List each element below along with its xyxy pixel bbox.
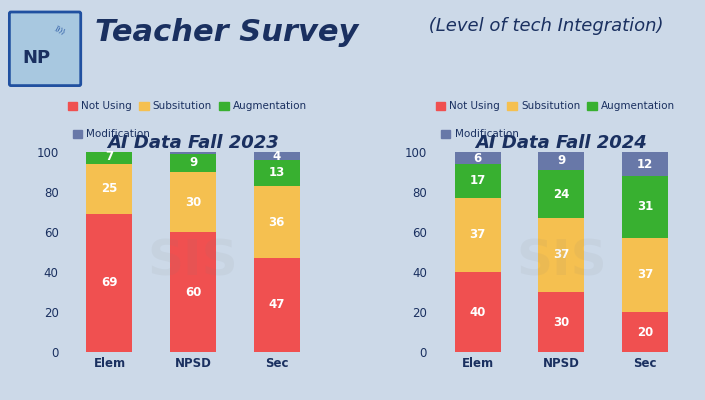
Text: 7: 7 (105, 150, 114, 164)
Title: AI Data Fall 2023: AI Data Fall 2023 (107, 134, 279, 152)
Text: 20: 20 (637, 326, 653, 338)
Text: SIS: SIS (148, 238, 238, 286)
Bar (170, 232, 216, 352)
Bar (622, 176, 668, 238)
Text: 13: 13 (269, 166, 285, 180)
FancyBboxPatch shape (9, 12, 80, 86)
Bar (622, 238, 668, 312)
Bar (254, 152, 300, 160)
Bar (538, 170, 584, 218)
Text: 12: 12 (637, 158, 653, 170)
Text: 4: 4 (273, 150, 281, 162)
Bar (170, 154, 216, 172)
Text: 47: 47 (269, 298, 285, 312)
Text: 36: 36 (269, 216, 285, 228)
Bar (455, 164, 501, 198)
Legend: Modification: Modification (68, 125, 154, 144)
Bar (455, 198, 501, 272)
Bar (170, 152, 216, 154)
Bar (87, 214, 133, 352)
Text: Teacher Survey: Teacher Survey (95, 18, 359, 47)
Text: NP: NP (23, 49, 51, 67)
Text: 9: 9 (189, 156, 197, 170)
Text: 24: 24 (553, 188, 570, 200)
Bar (538, 152, 584, 170)
Text: 37: 37 (470, 228, 486, 242)
Bar (538, 218, 584, 292)
Title: AI Data Fall 2024: AI Data Fall 2024 (475, 134, 647, 152)
Bar (622, 152, 668, 176)
Bar (254, 186, 300, 258)
Text: 37: 37 (637, 268, 653, 282)
Bar (87, 164, 133, 214)
Text: 25: 25 (102, 182, 118, 196)
Text: (Level of tech Integration): (Level of tech Integration) (423, 17, 663, 35)
Bar (538, 292, 584, 352)
Text: 30: 30 (553, 316, 570, 328)
Text: 9: 9 (557, 154, 565, 168)
Bar (170, 172, 216, 232)
Text: 30: 30 (185, 196, 201, 208)
Bar (87, 150, 133, 164)
Text: 40: 40 (470, 306, 486, 318)
Text: SIS: SIS (516, 238, 606, 286)
Legend: Modification: Modification (437, 125, 522, 144)
Text: 17: 17 (470, 174, 486, 188)
Bar (455, 272, 501, 352)
Text: 69: 69 (102, 276, 118, 290)
Text: 6: 6 (474, 152, 482, 164)
Text: 37: 37 (553, 248, 570, 262)
Text: 31: 31 (637, 200, 653, 214)
Bar (254, 258, 300, 352)
Bar (254, 160, 300, 186)
Bar (622, 312, 668, 352)
Text: 60: 60 (185, 286, 201, 298)
Text: )))): )))) (54, 25, 66, 36)
Bar (455, 152, 501, 164)
